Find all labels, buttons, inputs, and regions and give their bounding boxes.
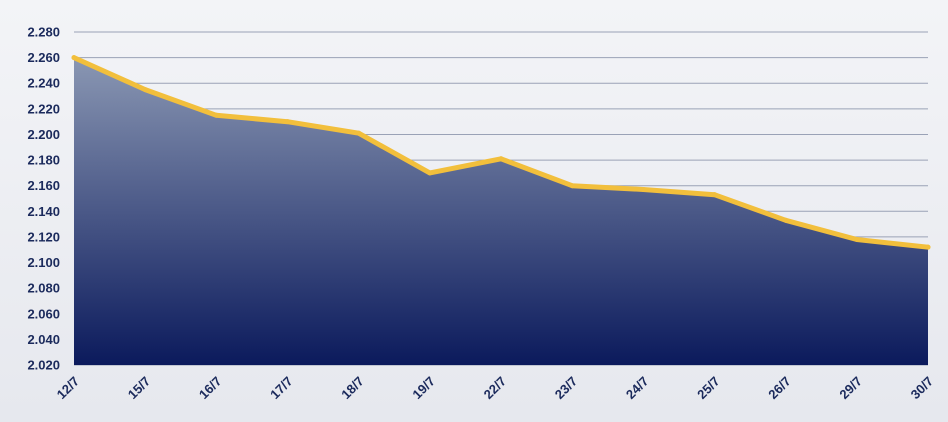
data-point bbox=[640, 187, 646, 193]
data-point bbox=[925, 244, 931, 250]
y-axis-ticks: 2.020 2.040 2.060 2.080 2.100 2.120 2.140 2.160… bbox=[27, 25, 60, 373]
data-point bbox=[285, 119, 290, 125]
data-point bbox=[712, 192, 717, 198]
data-point bbox=[569, 183, 575, 189]
data-point bbox=[498, 156, 504, 162]
y-tick-label: 2.020 bbox=[27, 358, 60, 373]
x-tick-label: 26/7 bbox=[765, 374, 794, 403]
y-tick-label: 2.280 bbox=[27, 25, 60, 40]
y-tick-label: 2.100 bbox=[27, 255, 60, 270]
y-tick-label: 2.200 bbox=[27, 127, 60, 142]
data-point bbox=[142, 87, 148, 93]
x-tick-label: 17/7 bbox=[267, 374, 296, 403]
y-tick-label: 2.160 bbox=[27, 178, 60, 193]
x-axis-ticks: 12/7 15/7 16/7 17/7 18/7 19/7 22/7 23/7 24/7 25/7… bbox=[54, 374, 937, 403]
y-tick-label: 2.240 bbox=[27, 76, 60, 91]
x-tick-label: 19/7 bbox=[409, 374, 438, 403]
data-point bbox=[783, 217, 789, 223]
y-tick-label: 2.180 bbox=[27, 153, 60, 168]
x-tick-label: 22/7 bbox=[481, 374, 510, 403]
x-tick-label: 23/7 bbox=[552, 374, 581, 403]
x-tick-label: 12/7 bbox=[54, 374, 83, 403]
y-tick-label: 2.080 bbox=[27, 281, 60, 296]
y-tick-label: 2.140 bbox=[27, 204, 60, 219]
x-tick-label: 24/7 bbox=[623, 374, 652, 403]
data-point bbox=[213, 112, 219, 118]
data-point bbox=[854, 236, 860, 242]
data-point bbox=[427, 170, 433, 176]
x-tick-label: 25/7 bbox=[694, 374, 723, 403]
x-tick-label: 29/7 bbox=[836, 374, 865, 403]
x-tick-label: 15/7 bbox=[125, 374, 154, 403]
x-tick-label: 18/7 bbox=[338, 374, 367, 403]
x-tick-label: 16/7 bbox=[196, 374, 225, 403]
area-fill bbox=[74, 57, 928, 365]
y-tick-label: 2.120 bbox=[27, 229, 60, 244]
y-tick-label: 2.260 bbox=[27, 50, 60, 65]
data-point bbox=[71, 55, 77, 61]
series-line bbox=[71, 55, 931, 250]
area-fill-path bbox=[74, 57, 928, 365]
y-tick-label: 2.220 bbox=[27, 101, 60, 116]
y-tick-label: 2.060 bbox=[27, 306, 60, 321]
data-point bbox=[356, 130, 362, 136]
x-tick-label: 30/7 bbox=[908, 374, 937, 403]
y-tick-label: 2.040 bbox=[27, 332, 60, 347]
